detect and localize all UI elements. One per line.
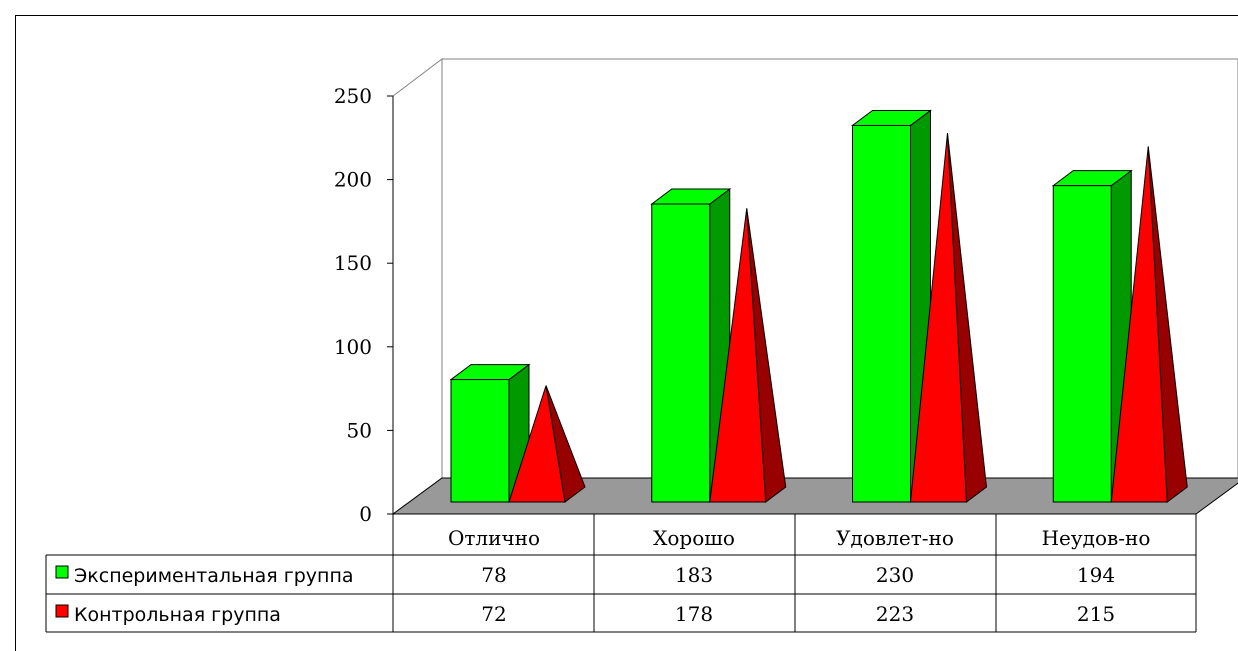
y-tick-label: 250 (334, 84, 372, 108)
value-exp-1: 183 (675, 563, 713, 587)
legend-swatch-control (56, 605, 68, 617)
category-label-3: Неудов-но (1042, 526, 1151, 550)
y-tick-label: 150 (334, 251, 372, 275)
value-exp-0: 78 (481, 563, 506, 587)
value-exp-2: 230 (876, 563, 914, 587)
legend-label-control: Контрольная группа (74, 604, 281, 626)
legend-label-experimental: Экспериментальная группа (74, 565, 354, 587)
category-label-0: Отлично (448, 526, 540, 550)
value-ctrl-0: 72 (481, 602, 506, 626)
y-tick-label: 200 (334, 168, 372, 192)
value-ctrl-2: 223 (876, 602, 914, 626)
value-ctrl-1: 178 (675, 602, 713, 626)
y-tick-label: 50 (347, 418, 372, 442)
category-label-2: Удовлет-но (836, 526, 954, 550)
value-exp-3: 194 (1077, 563, 1115, 587)
category-label-1: Хорошо (653, 526, 735, 550)
side-wall (393, 59, 442, 514)
y-tick-label: 100 (334, 335, 372, 359)
value-ctrl-3: 215 (1077, 602, 1115, 626)
y-tick-label: 0 (359, 502, 372, 526)
legend-swatch-experimental (56, 566, 68, 578)
